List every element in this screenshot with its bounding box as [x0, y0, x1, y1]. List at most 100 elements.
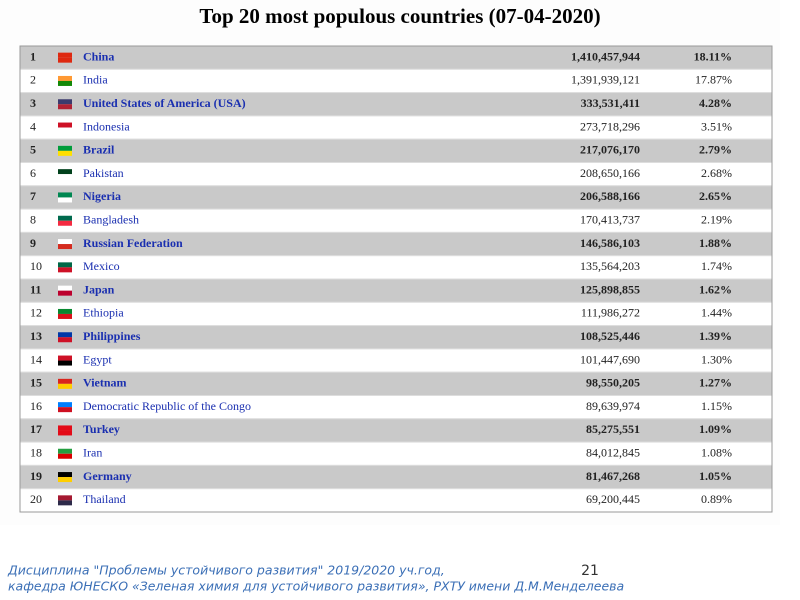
population: 206,588,166 — [580, 189, 640, 203]
population: 89,639,974 — [586, 399, 640, 413]
population: 108,525,446 — [580, 329, 640, 343]
rank: 12 — [30, 306, 42, 320]
flag — [58, 262, 72, 268]
share: 3.51% — [701, 119, 732, 133]
footer-line: кафедра ЮНЕСКО «Зеленая химия для устойч… — [8, 579, 624, 594]
table: 1 China 1,410,457,944 18.11% 2 India 1,391,939… — [19, 45, 773, 513]
country: Japan — [83, 282, 115, 296]
share: 1.62% — [699, 282, 732, 296]
share: 1.05% — [699, 469, 732, 483]
share: 1.39% — [699, 329, 732, 343]
rank: 1 — [30, 49, 36, 63]
flag — [58, 290, 72, 296]
rank: 15 — [30, 376, 42, 390]
share: 1.44% — [701, 306, 732, 320]
flag — [58, 378, 72, 384]
flag — [58, 477, 72, 483]
population: 85,275,551 — [586, 422, 640, 436]
country: Brazil — [83, 143, 115, 157]
country: Democratic Republic of the Congo — [83, 399, 251, 413]
share: 1.74% — [701, 259, 732, 273]
population: 125,898,855 — [580, 282, 640, 296]
country: Pakistan — [83, 166, 124, 180]
population: 101,447,690 — [580, 352, 640, 366]
share: 1.15% — [701, 399, 732, 413]
flag — [58, 285, 72, 291]
flag — [58, 57, 72, 63]
rank: 10 — [30, 259, 42, 273]
share: 2.79% — [699, 143, 732, 157]
row-background — [19, 162, 773, 187]
row-background — [19, 68, 773, 94]
rank: 14 — [30, 352, 42, 366]
population: 273,718,296 — [580, 119, 640, 133]
share: 1.27% — [699, 376, 732, 390]
country: Thailand — [83, 492, 126, 506]
flag — [58, 402, 72, 408]
population: 84,012,845 — [586, 446, 640, 460]
country: Germany — [83, 469, 132, 483]
rank: 11 — [30, 282, 41, 296]
population: 170,413,737 — [580, 213, 640, 227]
share: 1.09% — [699, 422, 732, 436]
flag — [58, 104, 72, 110]
rank: 3 — [30, 96, 36, 110]
row-background — [19, 115, 773, 140]
flag — [58, 239, 72, 245]
rank: 4 — [30, 119, 36, 133]
population: 217,076,170 — [580, 143, 640, 157]
population: 1,410,457,944 — [571, 49, 640, 63]
flag — [58, 355, 72, 361]
row-background — [19, 185, 773, 210]
rank: 7 — [30, 189, 36, 203]
row-background — [19, 371, 773, 397]
flag — [58, 313, 72, 319]
flag — [58, 425, 72, 431]
flag — [58, 127, 72, 133]
flag — [58, 337, 72, 343]
population: 135,564,203 — [580, 259, 640, 273]
rank: 8 — [30, 213, 36, 227]
flag — [58, 308, 72, 314]
share: 17.87% — [695, 73, 732, 87]
rank: 19 — [30, 469, 42, 483]
country: Philippines — [83, 329, 141, 343]
share: 1.30% — [701, 352, 732, 366]
flag — [58, 99, 72, 105]
population: 69,200,445 — [586, 492, 640, 506]
row-background — [19, 45, 773, 70]
rank: 9 — [30, 236, 36, 250]
flag — [58, 150, 72, 156]
population: 81,467,268 — [586, 469, 640, 483]
country: Vietnam — [83, 376, 127, 390]
country: Nigeria — [83, 189, 121, 203]
flag — [58, 360, 72, 366]
flag — [58, 500, 72, 506]
flag — [58, 332, 72, 338]
row-background — [19, 348, 773, 373]
flag — [58, 220, 72, 226]
country: Iran — [83, 446, 102, 460]
page-number: 21 — [581, 563, 599, 579]
share: 2.19% — [701, 213, 732, 227]
share: 18.11% — [694, 49, 732, 63]
table-title: Top 20 most populous countries (07-04-20… — [199, 4, 600, 28]
flag — [58, 80, 72, 86]
population: 98,550,205 — [586, 376, 640, 390]
country: Indonesia — [83, 119, 130, 133]
flag — [58, 383, 72, 389]
flag — [58, 192, 72, 198]
flag — [58, 52, 72, 58]
row-background — [19, 418, 773, 443]
row-background — [19, 464, 773, 490]
country: India — [83, 73, 108, 87]
flag — [58, 472, 72, 478]
flag — [58, 244, 72, 250]
rank: 2 — [30, 73, 36, 87]
country: Egypt — [83, 352, 112, 366]
population: 208,650,166 — [580, 166, 640, 180]
row-background — [19, 255, 773, 280]
rank: 6 — [30, 166, 36, 180]
row-background — [19, 278, 773, 303]
